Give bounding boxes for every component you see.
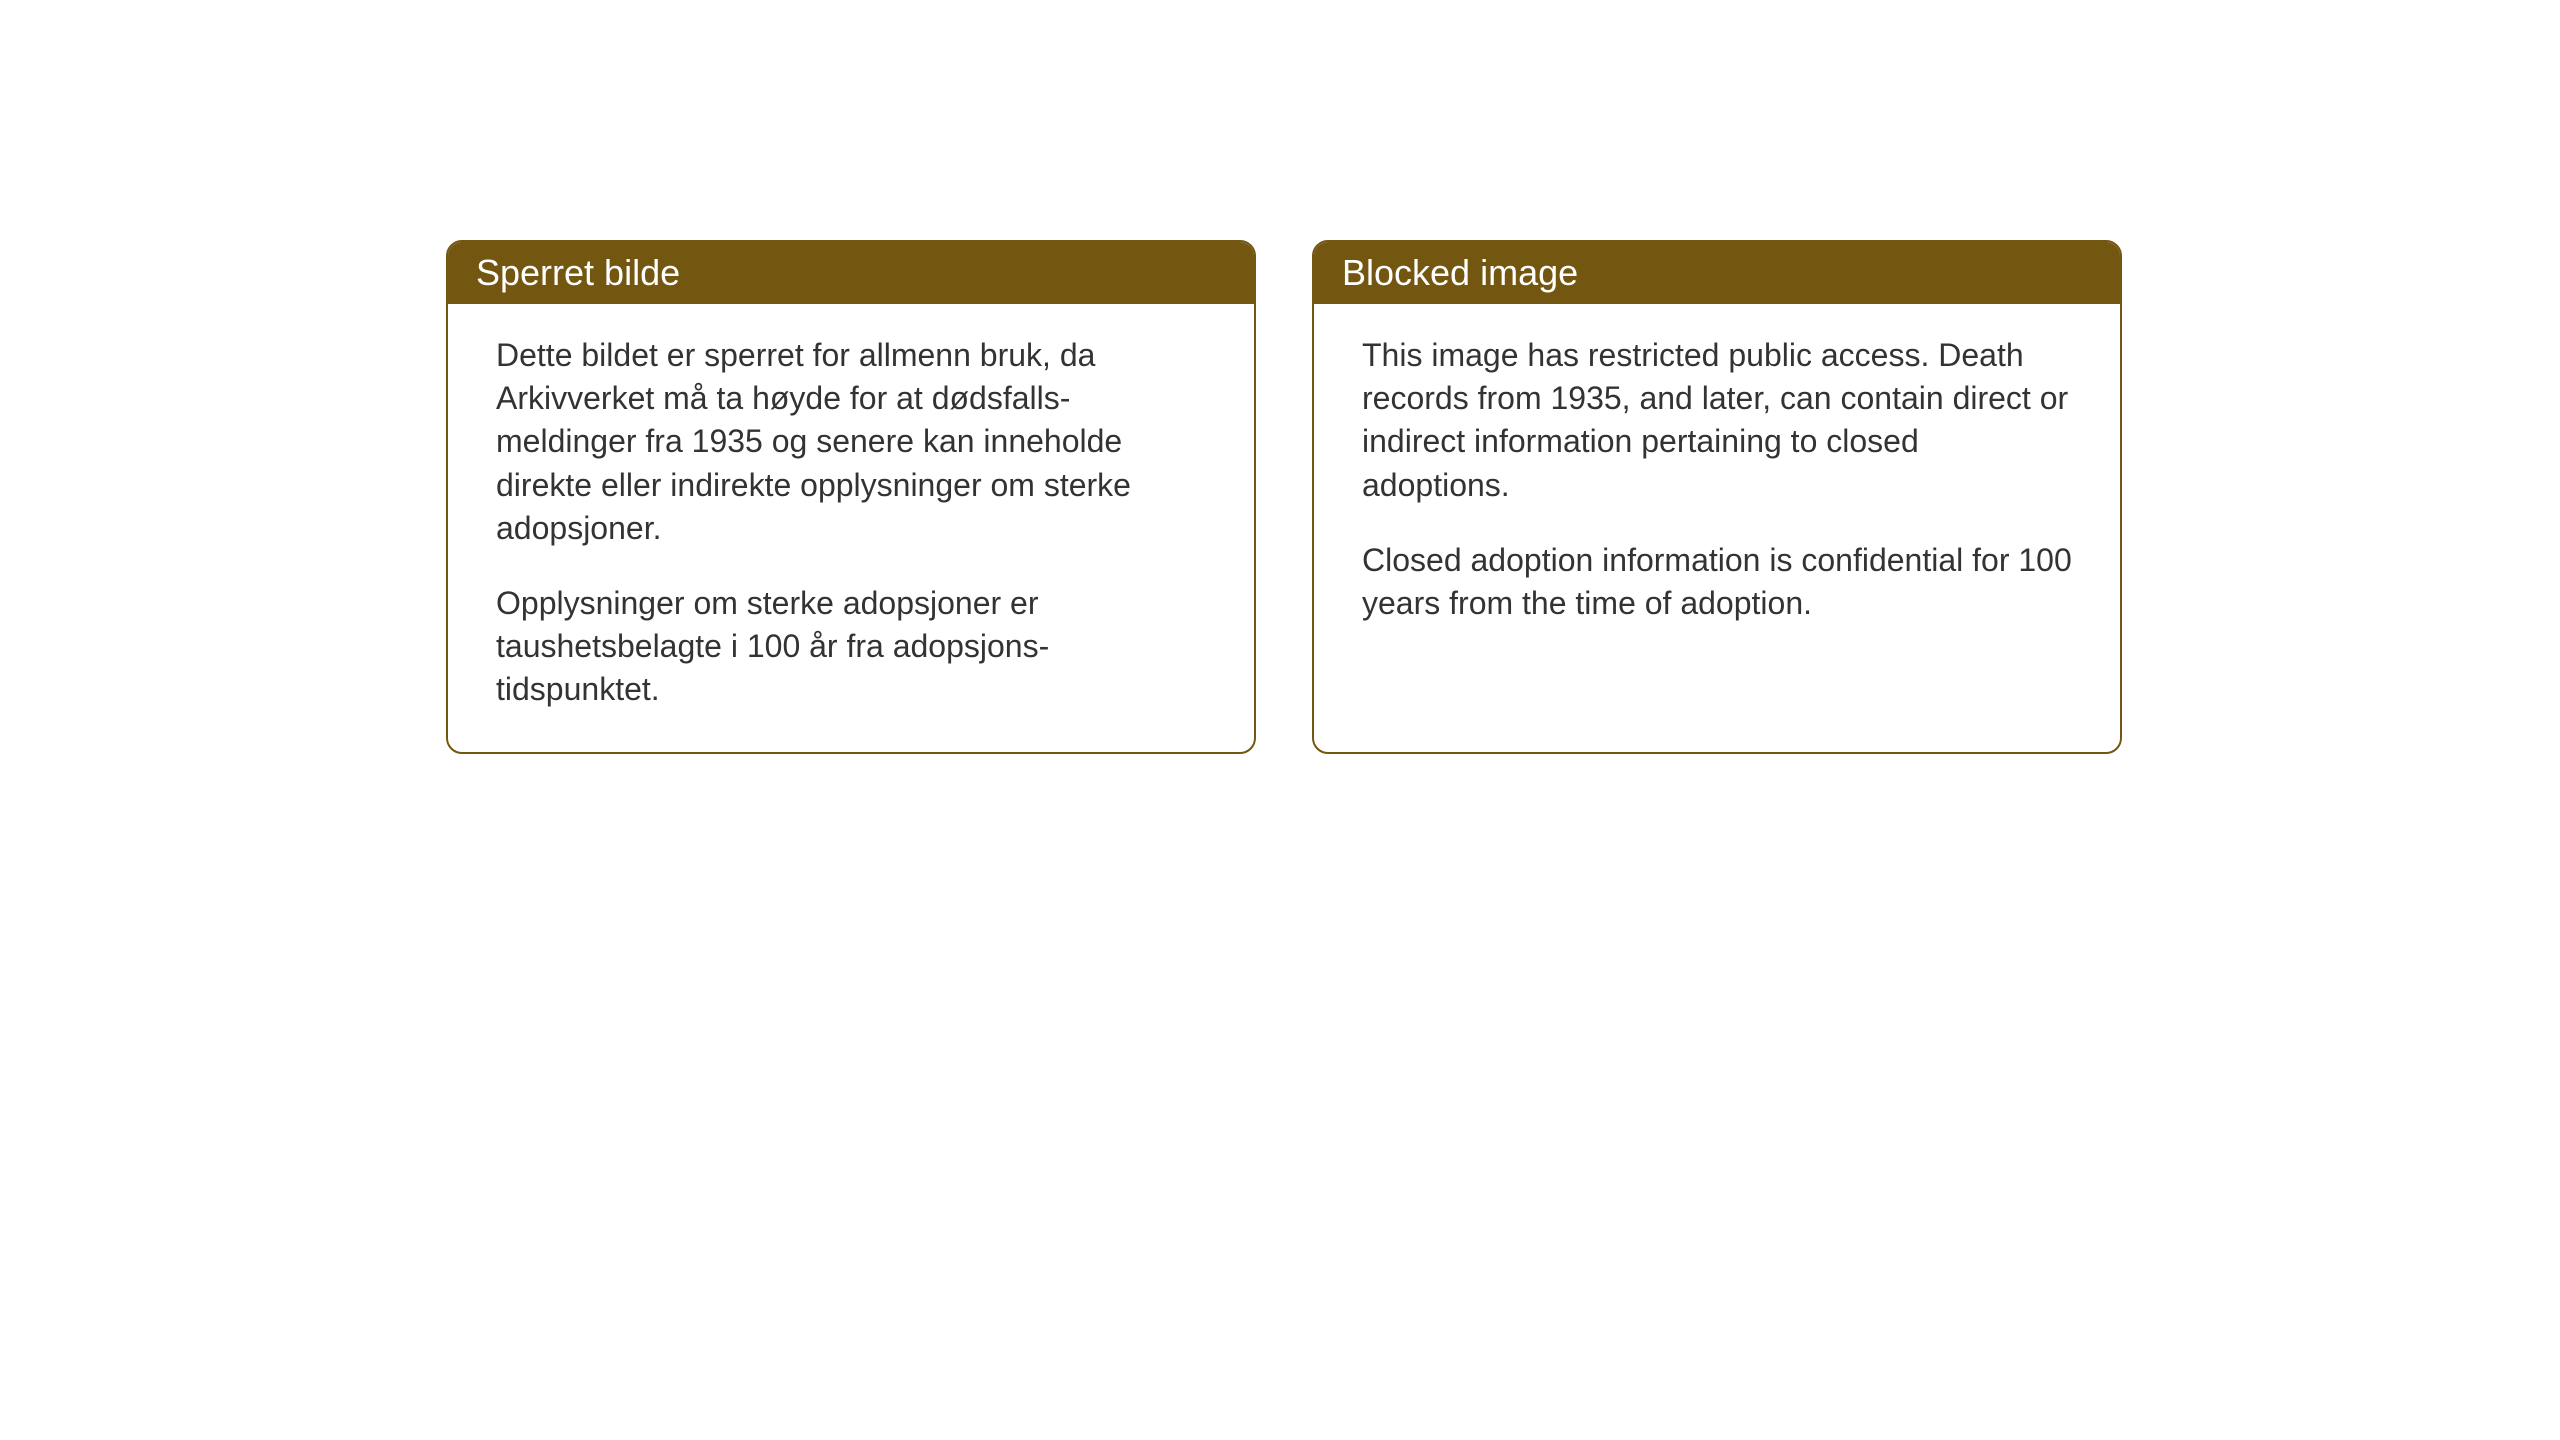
notice-paragraph-2: Closed adoption information is confident… xyxy=(1362,539,2072,625)
notice-body-norwegian: Dette bildet er sperret for allmenn bruk… xyxy=(448,304,1254,752)
notice-container: Sperret bilde Dette bildet er sperret fo… xyxy=(446,240,2122,754)
notice-card-english: Blocked image This image has restricted … xyxy=(1312,240,2122,754)
notice-card-norwegian: Sperret bilde Dette bildet er sperret fo… xyxy=(446,240,1256,754)
notice-paragraph-1: This image has restricted public access.… xyxy=(1362,334,2072,507)
notice-paragraph-2: Opplysninger om sterke adopsjoner er tau… xyxy=(496,582,1206,712)
notice-title: Sperret bilde xyxy=(476,252,680,293)
notice-paragraph-1: Dette bildet er sperret for allmenn bruk… xyxy=(496,334,1206,550)
notice-title: Blocked image xyxy=(1342,252,1578,293)
notice-header-norwegian: Sperret bilde xyxy=(448,242,1254,304)
notice-body-english: This image has restricted public access.… xyxy=(1314,304,2120,724)
notice-header-english: Blocked image xyxy=(1314,242,2120,304)
